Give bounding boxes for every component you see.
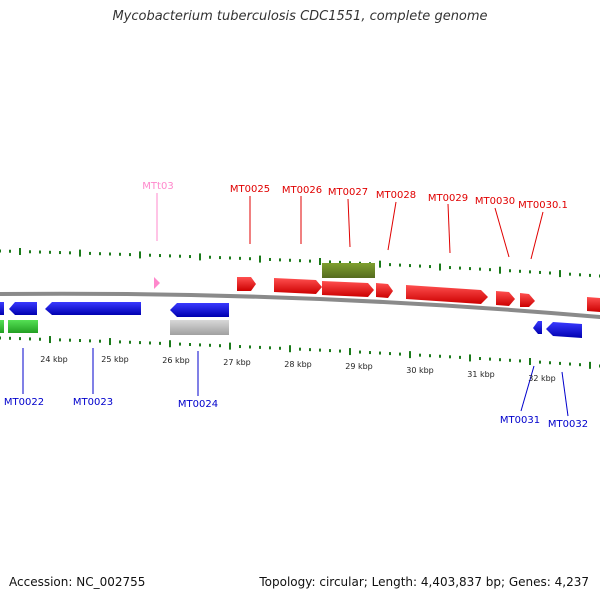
scale-labels: 24 kbp 25 kbp 26 kbp 27 kbp 28 kbp 29 kb…: [40, 355, 556, 383]
scale-label-31kbp: 31 kbp: [467, 370, 495, 379]
label-mt0025[interactable]: MT0025: [230, 184, 270, 195]
gene-mt0032[interactable]: [546, 322, 582, 338]
scale-label-25kbp: 25 kbp: [101, 355, 129, 364]
scale-label-24kbp: 24 kbp: [40, 355, 68, 364]
gene-mt0025[interactable]: [237, 277, 256, 291]
label-mt0026[interactable]: MT0026: [282, 185, 322, 196]
feature-olive[interactable]: [322, 263, 375, 278]
gene-edge-left-reverse[interactable]: [0, 302, 4, 315]
gene-mt0030-1[interactable]: [520, 293, 535, 307]
label-mt0029[interactable]: MT0029: [428, 193, 468, 204]
gene-mt0024[interactable]: [170, 303, 229, 317]
label-mt0030-1[interactable]: MT0030.1: [518, 200, 568, 211]
reverse-features: [0, 302, 582, 338]
gene-mt0029[interactable]: [406, 285, 488, 304]
feature-gray[interactable]: [170, 320, 229, 335]
label-mt0027[interactable]: MT0027: [328, 187, 368, 198]
scale-label-27kbp: 27 kbp: [223, 358, 251, 367]
feature-green[interactable]: [8, 320, 38, 333]
label-connectors: [22, 193, 569, 417]
upper-labels: MTt03 MT0025 MT0026 MT0027 MT0028 MT0029…: [142, 181, 568, 211]
lower-labels: MT0022 MT0023 MT0024 MT0031 MT0032: [4, 397, 588, 430]
label-mt0023[interactable]: MT0023: [73, 397, 113, 408]
gene-mt0023[interactable]: [45, 302, 141, 315]
scale-label-26kbp: 26 kbp: [162, 356, 190, 365]
label-mt0028[interactable]: MT0028: [376, 190, 416, 201]
gene-mt0022[interactable]: [9, 302, 37, 315]
gene-mt0028[interactable]: [376, 283, 393, 298]
trna-mtt03[interactable]: [154, 277, 160, 289]
accession-text: Accession: NC_002755: [9, 575, 146, 589]
gene-mt0027[interactable]: [322, 281, 374, 297]
genome-title: Mycobacterium tuberculosis CDC1551, comp…: [112, 9, 488, 24]
label-mt0032[interactable]: MT0032: [548, 419, 588, 430]
upper-tick-row: [0, 248, 600, 278]
label-mt0022[interactable]: MT0022: [4, 397, 44, 408]
scale-label-32kbp: 32 kbp: [528, 374, 556, 383]
label-mtt03[interactable]: MTt03: [142, 181, 173, 192]
gene-mt0031[interactable]: [533, 321, 542, 334]
scale-label-30kbp: 30 kbp: [406, 366, 434, 375]
label-mt0031[interactable]: MT0031: [500, 415, 540, 426]
lower-tick-row: [0, 336, 600, 369]
genome-summary-text: Topology: circular; Length: 4,403,837 bp…: [259, 575, 589, 589]
forward-features: [154, 263, 600, 312]
label-mt0024[interactable]: MT0024: [178, 399, 218, 410]
scale-label-29kbp: 29 kbp: [345, 362, 373, 371]
feature-green-left[interactable]: [0, 320, 4, 333]
label-mt0030[interactable]: MT0030: [475, 196, 515, 207]
gene-edge-right[interactable]: [587, 297, 600, 312]
gene-mt0030[interactable]: [496, 291, 515, 306]
gene-mt0026[interactable]: [274, 278, 322, 294]
scale-label-28kbp: 28 kbp: [284, 360, 312, 369]
genome-backbone: [0, 291, 600, 319]
